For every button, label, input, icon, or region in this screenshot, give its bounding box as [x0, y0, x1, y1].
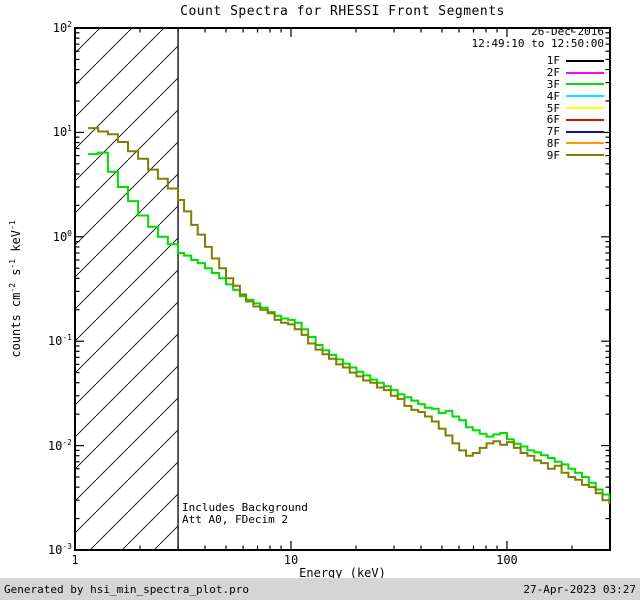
- legend-entry-3F: 3F: [546, 78, 604, 91]
- x-tick-label: 100: [496, 553, 518, 567]
- plot-frame: [74, 27, 611, 551]
- annotation-includes-background: Includes Background: [182, 501, 308, 514]
- legend-entry-label: 5F: [546, 101, 560, 115]
- footer-generator-text: Generated by hsi_min_spectra_plot.pro: [4, 582, 250, 596]
- y-tick-label: 10-1: [47, 333, 72, 349]
- legend-entry-line-swatch: [566, 107, 604, 110]
- footer-bar: Generated by hsi_min_spectra_plot.pro 27…: [0, 578, 640, 600]
- observation-date: 26-Dec-2016: [531, 25, 604, 38]
- observation-time-range: 12:49:10 to 12:50:00: [471, 37, 604, 50]
- legend-entry-line-swatch: [566, 142, 604, 145]
- x-tick-label: 1: [71, 553, 79, 567]
- legend-entry-9F: 9F: [546, 148, 604, 162]
- legend-entry-line-swatch: [566, 130, 604, 133]
- legend-entry-8F: 8F: [546, 136, 604, 150]
- legend-entry-label: 6F: [546, 113, 560, 127]
- x-axis-label: Energy (keV): [299, 566, 386, 580]
- legend-entry-7F: 7F: [546, 125, 604, 139]
- y-tick-label: 102: [52, 20, 72, 35]
- footer-timestamp: 27-Apr-2023 03:27: [523, 582, 636, 596]
- legend-entry-line-swatch: [566, 83, 604, 86]
- y-tick-label: 10-2: [47, 437, 72, 453]
- legend-entry-line-swatch: [566, 59, 604, 62]
- observation-datetime: 26-Dec-2016 12:49:10 to 12:50:00: [472, 26, 604, 50]
- legend-entry-label: 8F: [546, 136, 560, 150]
- x-tick-label: 10: [283, 553, 299, 567]
- legend-entry-label: 1F: [546, 54, 560, 68]
- legend: 1F 2F 3F 4F 5F 6F 7F 8F 9F: [546, 54, 604, 162]
- y-tick-label: 10-3: [47, 542, 72, 557]
- y-tick-label: 100: [52, 228, 72, 244]
- legend-entry-5F: 5F: [546, 101, 604, 115]
- legend-entry-label: 7F: [546, 125, 560, 139]
- legend-entry-line-swatch: [566, 71, 604, 74]
- legend-entry-2F: 2F: [546, 66, 604, 80]
- series-3F-line: [88, 151, 611, 502]
- legend-entry-label: 3F: [546, 78, 560, 91]
- legend-entry-label: 4F: [546, 89, 560, 103]
- legend-entry-label: 9F: [546, 148, 560, 162]
- hatched-low-energy-region: [75, 28, 179, 550]
- plot-annotations: Includes Background Att A0, FDecim 2: [182, 502, 308, 526]
- legend-entry-1F: 1F: [546, 54, 604, 68]
- legend-entry-4F: 4F: [546, 89, 604, 103]
- legend-entry-line-swatch: [566, 95, 604, 98]
- y-tick-label: 101: [52, 124, 72, 140]
- chart-title: Count Spectra for RHESSI Front Segments: [180, 4, 505, 19]
- y-axis-label: counts cm-2 s-1 keV-1: [8, 220, 23, 358]
- legend-entry-6F: 6F: [546, 113, 604, 127]
- annotation-attenuator-state: Att A0, FDecim 2: [182, 513, 288, 526]
- legend-entry-label: 2F: [546, 66, 560, 80]
- legend-entry-line-swatch: [566, 118, 604, 121]
- series-9F-line: [88, 127, 611, 505]
- legend-entry-line-swatch: [566, 154, 604, 157]
